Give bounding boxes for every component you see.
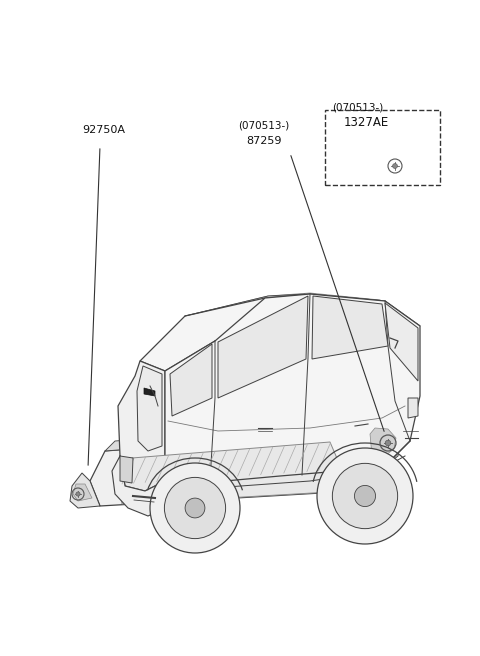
Polygon shape bbox=[312, 296, 388, 359]
Polygon shape bbox=[105, 424, 360, 451]
Circle shape bbox=[164, 478, 226, 539]
Text: (070513-): (070513-) bbox=[238, 120, 289, 130]
Polygon shape bbox=[144, 388, 155, 396]
Circle shape bbox=[150, 463, 240, 553]
Text: 1327AE: 1327AE bbox=[344, 116, 389, 129]
Text: (070513-): (070513-) bbox=[332, 103, 383, 113]
Polygon shape bbox=[73, 484, 92, 501]
Polygon shape bbox=[408, 398, 418, 418]
Polygon shape bbox=[140, 294, 420, 371]
Circle shape bbox=[317, 448, 413, 544]
Bar bbox=[325, 110, 440, 185]
Circle shape bbox=[185, 498, 205, 518]
Circle shape bbox=[76, 492, 80, 496]
Circle shape bbox=[354, 485, 375, 506]
Polygon shape bbox=[370, 428, 396, 458]
Polygon shape bbox=[218, 296, 308, 398]
Circle shape bbox=[332, 463, 397, 529]
Circle shape bbox=[385, 440, 391, 446]
Polygon shape bbox=[118, 361, 165, 491]
Polygon shape bbox=[170, 344, 212, 416]
Polygon shape bbox=[355, 421, 400, 471]
Circle shape bbox=[393, 163, 397, 169]
Polygon shape bbox=[137, 366, 162, 451]
Polygon shape bbox=[385, 303, 418, 381]
Polygon shape bbox=[90, 431, 370, 506]
Polygon shape bbox=[112, 456, 165, 516]
Polygon shape bbox=[120, 456, 133, 483]
Polygon shape bbox=[165, 294, 420, 486]
Polygon shape bbox=[70, 473, 100, 508]
Polygon shape bbox=[120, 442, 342, 504]
Text: 87259: 87259 bbox=[246, 136, 281, 146]
Text: 92750A: 92750A bbox=[82, 125, 125, 135]
